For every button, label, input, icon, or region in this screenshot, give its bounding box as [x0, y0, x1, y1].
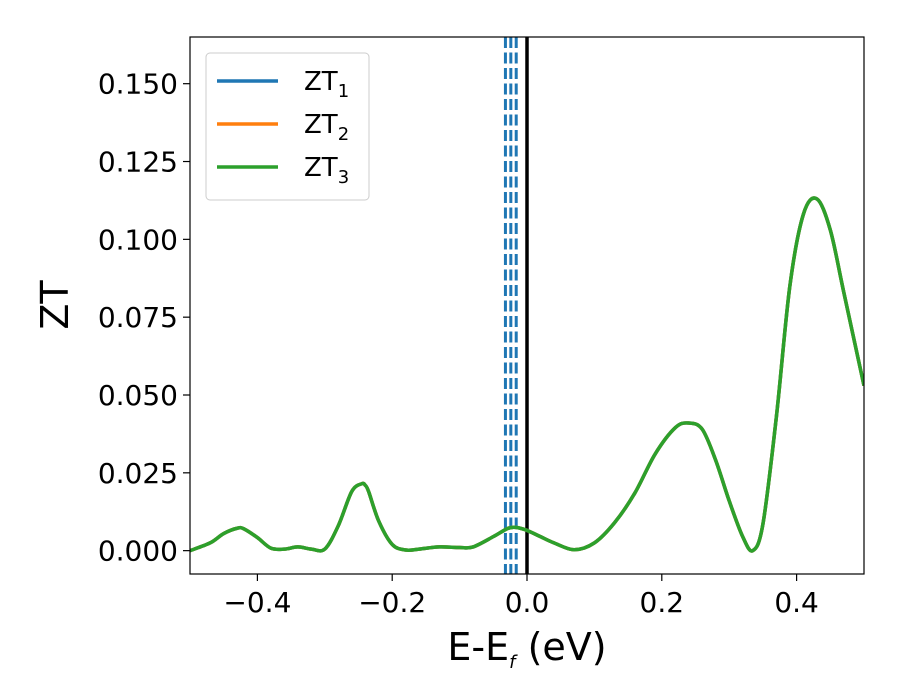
vertical-lines — [503, 37, 529, 574]
y-axis-title: ZT — [33, 280, 77, 330]
y-axis-ticks: 0.000 0.025 0.050 0.075 0.100 0.125 0.150 — [98, 68, 190, 568]
series-layer — [190, 196, 864, 553]
x-tick-label: −0.2 — [358, 586, 426, 619]
x-tick-label: 0.4 — [774, 586, 819, 619]
y-tick-label: 0.100 — [98, 223, 178, 256]
y-tick-label: 0.050 — [98, 379, 178, 412]
x-tick-label: 0.2 — [640, 586, 685, 619]
y-tick-label: 0.075 — [98, 301, 178, 334]
y-tick-label: 0.025 — [98, 457, 178, 490]
legend: ZT1 ZT2 ZT3 — [205, 52, 370, 201]
legend-box — [205, 52, 370, 201]
x-axis-ticks: −0.4 −0.2 0.0 0.2 0.4 — [223, 574, 819, 619]
y-tick-label: 0.150 — [98, 68, 178, 101]
x-tick-label: 0.0 — [505, 586, 550, 619]
y-tick-label: 0.000 — [98, 535, 178, 568]
legend-label-3: ZT3 — [304, 153, 349, 188]
legend-label-1: ZT1 — [304, 67, 349, 102]
legend-label-2: ZT2 — [304, 110, 349, 145]
y-tick-label: 0.125 — [98, 146, 178, 179]
x-axis-title: E-Ef (eV) — [447, 625, 606, 673]
x-tick-label: −0.4 — [223, 586, 291, 619]
series-line-3 — [190, 196, 864, 553]
